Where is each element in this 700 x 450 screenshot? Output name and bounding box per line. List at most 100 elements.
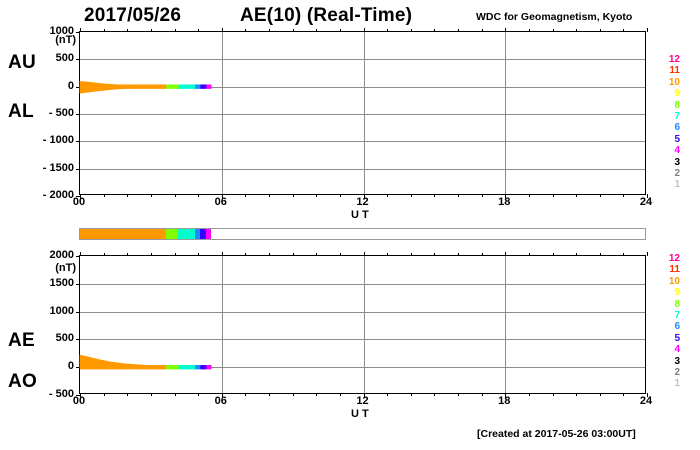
gridline-horizontal: [80, 283, 645, 285]
axis-tick-y: [76, 256, 80, 257]
axis-tick-x-minor: [269, 29, 270, 32]
axis-tick-x-minor: [481, 393, 483, 396]
bottom-xaxis-label: U T: [351, 408, 369, 420]
axis-tick-x-minor: [316, 253, 318, 256]
axis-tick-x-minor: [410, 194, 412, 197]
trace-coverage-segment: [128, 365, 167, 370]
ae-label: AE: [8, 330, 35, 351]
legend-item-2: 2: [674, 167, 680, 179]
trace-coverage-segment: [195, 84, 201, 89]
axis-tick-x-minor: [339, 253, 341, 256]
trace-layer: [79, 354, 212, 370]
legend-item-12: 12: [668, 54, 680, 65]
axis-tick-x-minor: [623, 29, 625, 32]
axis-tick-x-minor: [339, 393, 341, 396]
status-bar-segment: [178, 229, 195, 239]
axis-tick-x: [80, 194, 81, 198]
axis-tick-x-minor: [316, 29, 318, 32]
yaxis-tick-label: - 500: [48, 107, 74, 119]
axis-tick-x: [221, 194, 223, 198]
gridline-vertical: [505, 256, 507, 393]
xaxis-tick-label: 06: [214, 196, 227, 208]
legend-item-4: 4: [674, 344, 680, 356]
xaxis-tick-label: 24: [639, 196, 653, 208]
axis-tick-y: [76, 339, 80, 341]
legend-item-11: 11: [669, 264, 680, 276]
axis-tick-x: [647, 28, 648, 32]
axis-tick-x-minor: [103, 194, 105, 197]
axis-tick-x-minor: [316, 194, 318, 197]
axis-tick-y: [76, 196, 80, 197]
gridline-horizontal: [80, 59, 645, 61]
axis-tick-x-minor: [552, 194, 554, 197]
axis-tick-x-minor: [269, 194, 270, 197]
xaxis-tick-label: 18: [498, 395, 511, 407]
axis-tick-x-minor: [576, 253, 578, 256]
axis-tick-x-minor: [387, 194, 389, 197]
axis-tick-y: [76, 311, 80, 313]
legend-item-6: 6: [674, 321, 680, 333]
legend-item-12: 12: [668, 253, 680, 264]
axis-tick-x-minor: [316, 393, 318, 396]
axis-tick-x: [363, 194, 365, 198]
trace-coverage-segment: [200, 365, 207, 370]
axis-tick-x-minor: [174, 194, 176, 197]
axis-tick-x-minor: [150, 29, 152, 32]
axis-tick-y: [76, 367, 80, 369]
legend-item-7: 7: [674, 110, 680, 122]
trace-coverage-segment: [206, 365, 212, 370]
status-bar-segment: [199, 229, 206, 239]
header-credit: WDC for Geomagnetism, Kyoto: [476, 11, 633, 23]
axis-tick-x-minor: [410, 253, 412, 256]
legend-item-10: 10: [668, 275, 680, 287]
legend-item-9: 9: [674, 287, 680, 299]
axis-tick-x-minor: [198, 194, 200, 197]
axis-tick-x-minor: [198, 393, 200, 396]
axis-tick-x: [363, 393, 365, 397]
axis-tick-y: [76, 141, 80, 143]
gridline-horizontal: [80, 367, 645, 369]
ao-label: AO: [8, 371, 38, 392]
legend-item-5: 5: [674, 133, 680, 145]
status-bar: [79, 228, 646, 240]
axis-tick-x-minor: [339, 29, 341, 32]
gridline-vertical: [363, 32, 365, 194]
yaxis-tick-label: 0: [67, 79, 74, 92]
axis-tick-x-minor: [127, 253, 129, 256]
axis-tick-y: [76, 32, 80, 33]
axis-tick-x-minor: [150, 194, 152, 197]
yaxis-tick-label: - 2000: [42, 189, 74, 201]
trace-coverage-segment: [206, 84, 212, 89]
legend-item-8: 8: [674, 99, 680, 111]
trace-coverage-segment: [195, 365, 201, 370]
xaxis-tick-label: 00: [72, 395, 86, 407]
gridline-horizontal: [80, 339, 645, 341]
axis-tick-x-minor: [339, 194, 341, 197]
legend-item-10: 10: [668, 76, 680, 88]
axis-tick-x-minor: [269, 253, 270, 256]
yaxis-tick-label: 500: [55, 52, 74, 65]
axis-tick-x-minor: [599, 29, 601, 32]
trace-coverage-segment: [200, 84, 207, 89]
gridline-vertical: [221, 256, 223, 393]
axis-tick-x-minor: [387, 253, 389, 256]
axis-tick-x-minor: [576, 194, 578, 197]
axis-tick-x-minor: [103, 393, 105, 396]
axis-tick-x-minor: [127, 393, 129, 396]
trace-coverage-segment: [178, 84, 196, 89]
axis-tick-x-minor: [576, 393, 578, 396]
legend-item-9: 9: [674, 88, 680, 100]
axis-tick-y: [76, 395, 80, 396]
axis-tick-x-minor: [623, 253, 625, 256]
legend-item-3: 3: [674, 156, 680, 168]
axis-tick-x-minor: [174, 253, 176, 256]
axis-tick-x: [363, 252, 365, 256]
legend-item-3: 3: [674, 355, 680, 367]
axis-tick-x-minor: [576, 29, 578, 32]
axis-tick-x-minor: [150, 393, 152, 396]
gridline-vertical: [221, 32, 223, 194]
axis-tick-x-minor: [103, 29, 105, 32]
gridline-horizontal: [80, 114, 645, 115]
plot-top-frame: [76, 28, 648, 198]
axis-tick-x-minor: [528, 29, 530, 32]
